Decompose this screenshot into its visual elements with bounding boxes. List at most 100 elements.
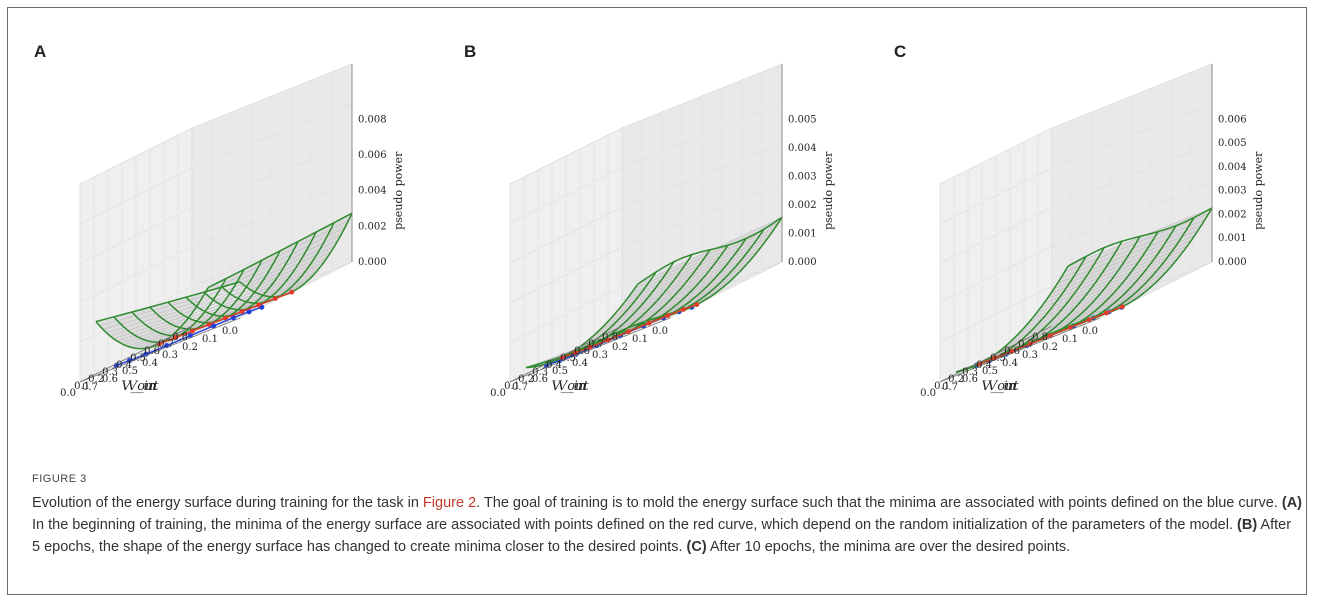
panel-letter: B (464, 42, 477, 61)
grid-line (191, 142, 353, 208)
grid-line (509, 206, 623, 264)
y-tick-label: 0.6 (144, 346, 160, 357)
energy-surface-plot-b: 0.00.10.20.30.40.50.60.70.00.10.20.30.40… (490, 63, 835, 399)
z-axis-label: pseudo power (1252, 151, 1265, 230)
red-point (1120, 304, 1125, 310)
y-axis-label: V_out (121, 379, 159, 394)
y-tick-label: 0.6 (1004, 346, 1020, 357)
red-point (694, 302, 700, 307)
red-point (256, 302, 262, 308)
x-tick-label: 0.1 (1062, 334, 1078, 345)
caption-label-a: (A) (1281, 495, 1303, 511)
panel-a: A 0.0 0.1 0.2 0.3 0.4 0.5 0.6 0.7 0.0 0.1 0.2 0.3 0.… (18, 42, 438, 460)
y-axis-label: V_out (551, 379, 589, 394)
red-point (1104, 310, 1109, 316)
x-tick-label: 0.4 (1002, 358, 1018, 369)
caption-text-c: After 10 epochs, the minima are over the… (706, 539, 1071, 555)
red-point (605, 337, 611, 343)
grid-line (509, 286, 623, 343)
grid-line (79, 246, 193, 304)
axis-line-x (79, 317, 241, 383)
z-tick-label: 0.008 (358, 114, 387, 125)
y-tick-label: 0.7 (588, 339, 604, 350)
caption-heading: FIGURE 3 (32, 473, 87, 485)
z-tick-label: 0.000 (1218, 257, 1247, 268)
figure-frame: A 0.0 0.1 0.2 0.3 0.4 0.5 0.6 0.7 0.0 0.1 0.2 0.3 0.… (7, 7, 1307, 595)
z-tick-label: 0.006 (358, 150, 387, 161)
red-point (626, 329, 631, 334)
axis-line-y (79, 325, 193, 383)
x-tick-label: 0.0 (652, 326, 668, 337)
y-tick-label: 0.7 (1018, 339, 1034, 350)
x-tick-label: 0.2 (612, 342, 628, 353)
axis-line-x (939, 317, 1101, 383)
blue-point (246, 309, 252, 315)
y-tick-label: 0.3 (102, 367, 118, 378)
y-tick-label: 0.6 (574, 346, 590, 357)
z-tick-label: 0.004 (1218, 162, 1247, 173)
y-tick-label: 0.2 (518, 374, 534, 385)
x-tick-label: 0.1 (202, 334, 218, 345)
red-point (1067, 325, 1073, 330)
z-tick-label: 0.002 (1218, 209, 1247, 220)
caption-text-a: In the beginning of training, the minima… (32, 517, 1238, 533)
panel-letter: C (894, 42, 907, 61)
x-tick-label: 0.6 (102, 374, 118, 385)
x-tick-label: 0.4 (142, 358, 158, 369)
y-tick-label: 0.8 (172, 332, 188, 343)
x-tick-label: 0.7 (512, 382, 528, 393)
grid-line (191, 103, 353, 168)
x-tick-label: 0.3 (162, 350, 178, 361)
z-tick-label: 0.001 (1218, 233, 1247, 244)
z-tick-label: 0.001 (788, 228, 817, 239)
grid-line (79, 206, 193, 264)
z-tick-label: 0.005 (1218, 138, 1247, 149)
grid-line (79, 286, 193, 343)
x-axis-label: V_in (988, 379, 1016, 394)
x-tick-label: 0.2 (1042, 342, 1058, 353)
x-tick-label: 0.6 (962, 374, 978, 385)
red-point (1086, 317, 1092, 323)
caption-label-c: (C) (686, 539, 707, 555)
caption-body: Evolution of the energy surface during t… (32, 492, 1302, 558)
grid-line (621, 103, 783, 168)
grid-line (509, 246, 623, 304)
x-tick-label: 0.1 (632, 334, 648, 345)
x-tick-label: 0.2 (182, 342, 198, 353)
caption-text-b: After 5 epochs, the shape of the energy … (32, 517, 1292, 555)
z-tick-label: 0.003 (788, 171, 817, 182)
y-tick-label: 0.0 (490, 388, 506, 399)
figure-2-link[interactable]: Figure 2 (422, 495, 477, 511)
y-tick-label: 0.8 (1032, 332, 1048, 343)
grid-line (1051, 103, 1213, 168)
energy-surface-plot-a: 0.00.10.20.30.40.50.60.70.00.10.20.30.40… (60, 63, 405, 399)
x-tick-label: 0.5 (982, 366, 998, 377)
z-tick-label: 0.002 (788, 200, 817, 211)
caption-text: . The goal of training is to mold the en… (476, 495, 1282, 511)
blue-point (230, 315, 236, 321)
y-tick-label: 0.3 (532, 367, 548, 378)
x-tick-label: 0.7 (82, 382, 98, 393)
z-tick-label: 0.000 (358, 257, 387, 268)
y-tick-label: 0.0 (920, 388, 936, 399)
x-axis-label: V_in (128, 379, 156, 394)
z-tick-label: 0.005 (788, 114, 817, 125)
red-point (1047, 333, 1053, 339)
grid-line (1051, 182, 1213, 248)
z-tick-label: 0.006 (1218, 114, 1247, 125)
z-tick-label: 0.004 (358, 186, 387, 197)
surface-edge (637, 216, 783, 285)
axis-line-y (509, 325, 623, 383)
panel-c: C 0.0 0.1 0.2 0.3 0.4 0.5 0.6 0.7 0.0 0.1 0.2 0.3 0.… (878, 42, 1298, 460)
red-point (587, 344, 593, 350)
y-tick-label: 0.1 (74, 381, 90, 392)
y-tick-label: 0.2 (88, 374, 104, 385)
caption-text: Evolution of the energy surface during t… (32, 495, 423, 511)
panel-letter: A (34, 42, 47, 61)
red-point (239, 309, 245, 314)
y-tick-label: 0.5 (560, 353, 576, 364)
y-tick-label: 0.3 (962, 367, 978, 378)
grid-line (939, 206, 1053, 264)
z-tick-label: 0.004 (788, 143, 817, 154)
z-axis-label: pseudo power (392, 151, 405, 230)
